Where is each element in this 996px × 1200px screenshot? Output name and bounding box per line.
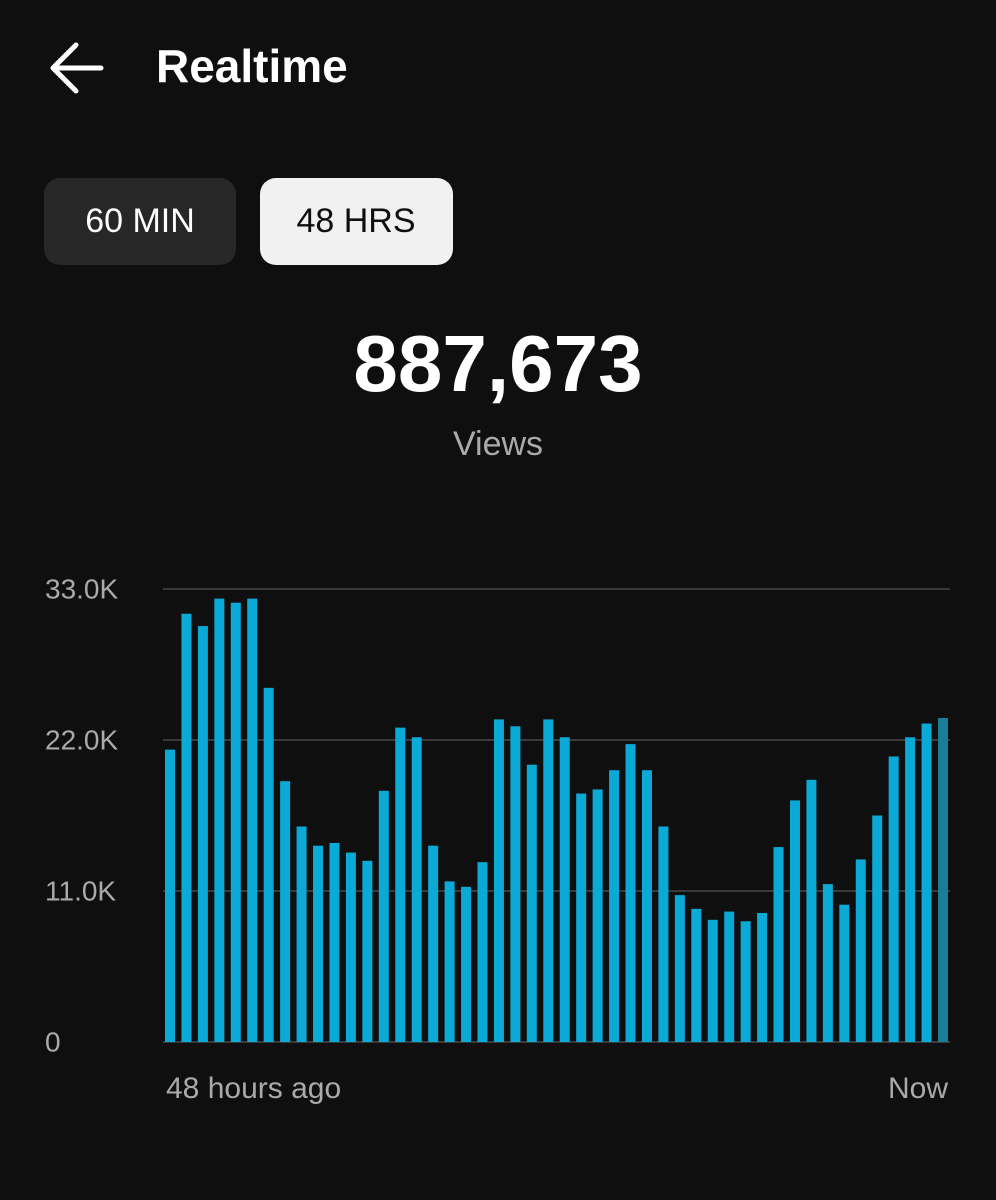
tab-background — [260, 178, 453, 265]
bar — [592, 789, 603, 1042]
bar — [757, 912, 768, 1042]
bar — [658, 826, 669, 1042]
bar — [280, 781, 291, 1042]
bar — [839, 904, 850, 1042]
bar — [461, 886, 472, 1042]
tab-background — [44, 178, 236, 265]
bar — [477, 862, 488, 1042]
bar — [493, 719, 504, 1042]
bar — [888, 756, 899, 1042]
bar — [576, 793, 587, 1042]
bar — [378, 790, 389, 1042]
bar — [296, 826, 307, 1042]
bar — [773, 847, 784, 1042]
bar — [411, 737, 422, 1042]
tab[interactable]: 60 MIN — [44, 178, 236, 265]
back-button[interactable] — [50, 42, 104, 94]
tab-label: 60 MIN — [85, 202, 195, 240]
x-tick-label: 48 hours ago — [166, 1072, 341, 1105]
bar — [230, 602, 241, 1042]
bar — [313, 845, 324, 1042]
back-arrow — [50, 42, 104, 94]
bar — [214, 598, 225, 1042]
bar — [395, 727, 406, 1042]
bar — [872, 815, 883, 1042]
bar — [691, 908, 702, 1042]
bar — [625, 744, 636, 1042]
x-tick-label: Now — [888, 1072, 948, 1105]
total-views: 887,673 — [353, 319, 642, 408]
bar — [674, 895, 685, 1042]
bar — [345, 852, 356, 1042]
bar — [559, 737, 570, 1042]
bar — [263, 687, 274, 1042]
bar — [724, 911, 735, 1042]
bar — [938, 718, 948, 1042]
bar — [247, 598, 258, 1042]
y-tick-label: 11.0K — [45, 875, 116, 906]
bar — [510, 726, 521, 1042]
y-tick-label: 33.0K — [45, 573, 118, 604]
tab-label: 48 HRS — [296, 202, 415, 240]
bar — [428, 845, 439, 1042]
chart: 0 11.0K 22.0K 33.0K 48 hours ago Now — [45, 573, 950, 1105]
bar — [806, 779, 817, 1042]
bar — [740, 921, 751, 1042]
bar — [855, 859, 866, 1042]
y-tick-label: 22.0K — [45, 724, 118, 755]
bar — [609, 770, 620, 1042]
bar — [707, 919, 718, 1042]
bar — [641, 770, 652, 1042]
bar — [181, 613, 192, 1042]
bar — [921, 723, 932, 1042]
bar — [444, 881, 455, 1042]
page-title: Realtime — [156, 40, 348, 92]
bar — [543, 719, 554, 1042]
tab-selected[interactable]: 48 HRS — [260, 178, 453, 265]
bar — [197, 626, 208, 1042]
bar — [329, 842, 340, 1042]
bar — [789, 800, 800, 1042]
total-label: Views — [453, 425, 543, 463]
bar — [905, 737, 916, 1042]
bar — [526, 764, 537, 1042]
bar — [362, 860, 373, 1042]
bar — [822, 884, 833, 1042]
bar — [165, 749, 175, 1042]
y-tick-label: 0 — [45, 1026, 61, 1057]
